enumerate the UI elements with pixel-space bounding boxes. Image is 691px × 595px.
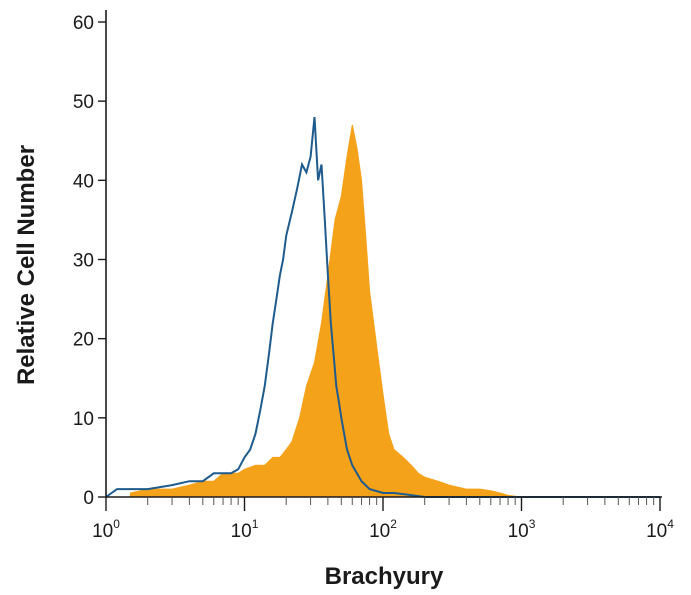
y-axis-title: Relative Cell Number	[13, 145, 40, 385]
x-tick-label: 100	[92, 517, 120, 542]
y-axis-ticks: 0 10 20 30 40 50 60	[73, 13, 106, 509]
x-tick-label: 101	[231, 517, 259, 542]
y-tick-label: 20	[73, 330, 94, 351]
y-tick-label: 50	[73, 92, 94, 113]
y-tick-label: 10	[73, 409, 94, 430]
series-0-filled-histogram	[129, 124, 522, 498]
y-tick-label: 30	[73, 251, 94, 272]
y-tick-label: 40	[73, 171, 94, 192]
x-tick-label: 102	[369, 517, 397, 542]
x-tick-label: 103	[508, 517, 536, 542]
y-tick-label: 60	[73, 13, 94, 34]
x-axis-title: Brachyury	[325, 563, 444, 590]
x-axis-ticks: 100 101 102 103 104	[92, 497, 674, 542]
series-layer	[105, 116, 660, 498]
y-tick-label: 0	[83, 488, 94, 509]
x-tick-label: 104	[646, 517, 674, 542]
series-1-outline-histogram	[105, 116, 660, 498]
